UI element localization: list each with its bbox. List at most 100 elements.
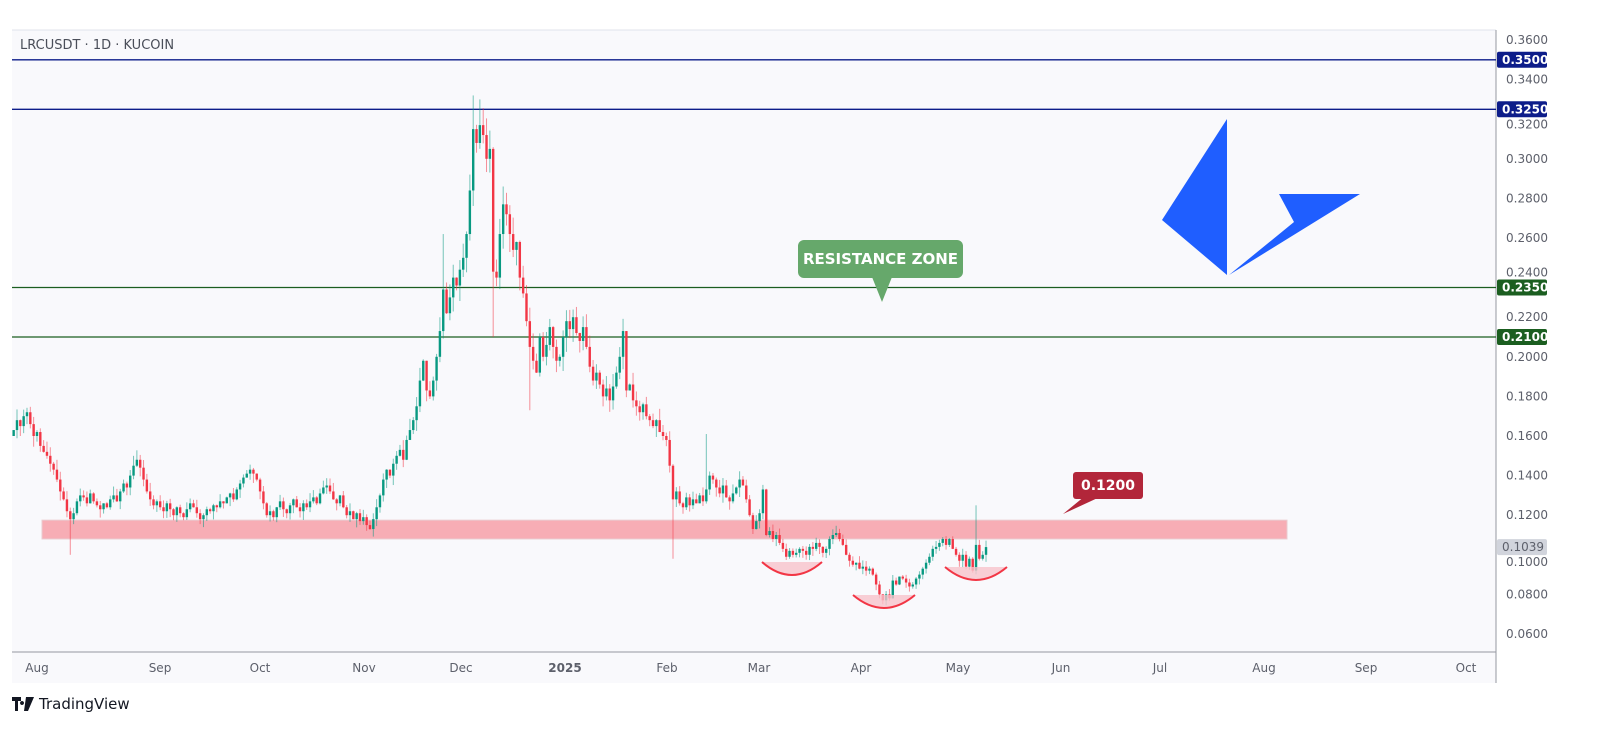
candle[interactable]	[202, 513, 205, 528]
candle[interactable]	[974, 505, 978, 575]
candle[interactable]	[422, 359, 425, 382]
candle[interactable]	[821, 546, 825, 558]
candle[interactable]	[105, 501, 109, 509]
candle[interactable]	[135, 450, 139, 468]
candle[interactable]	[718, 479, 721, 498]
candle[interactable]	[182, 512, 185, 521]
candle[interactable]	[122, 479, 125, 494]
candle[interactable]	[748, 495, 751, 517]
candle[interactable]	[258, 477, 262, 500]
candle[interactable]	[861, 560, 865, 575]
candle[interactable]	[355, 511, 358, 528]
candle[interactable]	[778, 528, 781, 546]
candle[interactable]	[595, 364, 598, 389]
candle[interactable]	[172, 508, 175, 521]
candle[interactable]	[178, 504, 182, 518]
candle[interactable]	[665, 432, 668, 447]
candle[interactable]	[188, 498, 192, 513]
candle[interactable]	[152, 495, 155, 510]
candle[interactable]	[438, 317, 442, 363]
candle[interactable]	[235, 487, 238, 501]
candle[interactable]	[631, 372, 635, 408]
candle[interactable]	[12, 430, 15, 436]
candle[interactable]	[671, 464, 675, 559]
candle[interactable]	[705, 434, 708, 504]
candle[interactable]	[924, 559, 928, 574]
candle[interactable]	[558, 354, 561, 367]
candle[interactable]	[751, 512, 755, 534]
candle[interactable]	[245, 470, 248, 478]
candle[interactable]	[698, 492, 701, 504]
candle[interactable]	[315, 496, 318, 506]
candle[interactable]	[298, 503, 302, 518]
candle[interactable]	[944, 536, 948, 550]
candle[interactable]	[308, 493, 312, 513]
candle[interactable]	[115, 488, 119, 503]
candle[interactable]	[65, 491, 69, 518]
candle[interactable]	[112, 486, 115, 503]
candle[interactable]	[378, 493, 382, 513]
candle[interactable]	[958, 552, 961, 567]
candle[interactable]	[278, 494, 282, 510]
candle[interactable]	[358, 509, 362, 525]
candle[interactable]	[62, 487, 65, 501]
candle[interactable]	[89, 489, 92, 504]
candle[interactable]	[435, 353, 438, 391]
candle[interactable]	[228, 492, 232, 507]
candle[interactable]	[15, 409, 19, 439]
candle[interactable]	[318, 488, 322, 505]
candle[interactable]	[442, 234, 445, 339]
candle[interactable]	[19, 419, 22, 436]
candle[interactable]	[252, 467, 255, 483]
candle[interactable]	[458, 260, 462, 302]
time-axis[interactable]	[12, 652, 1496, 683]
candle[interactable]	[55, 459, 59, 483]
candle[interactable]	[242, 474, 245, 488]
candle[interactable]	[85, 491, 89, 507]
candle[interactable]	[445, 282, 448, 315]
candle[interactable]	[928, 553, 931, 566]
candle[interactable]	[425, 360, 428, 402]
candle[interactable]	[791, 548, 795, 558]
candle[interactable]	[515, 241, 518, 266]
candle[interactable]	[92, 492, 95, 504]
candle[interactable]	[382, 473, 385, 502]
candle[interactable]	[481, 108, 485, 144]
candle[interactable]	[52, 461, 55, 475]
candle[interactable]	[82, 490, 85, 501]
candle[interactable]	[475, 124, 478, 153]
candle[interactable]	[29, 406, 32, 429]
candle[interactable]	[139, 454, 142, 477]
candle[interactable]	[661, 424, 665, 441]
candle[interactable]	[555, 339, 558, 373]
candle[interactable]	[618, 347, 621, 380]
candle[interactable]	[232, 487, 235, 502]
candle[interactable]	[828, 536, 831, 556]
candle[interactable]	[168, 498, 172, 518]
candle[interactable]	[175, 506, 179, 522]
candle[interactable]	[452, 264, 455, 312]
candle[interactable]	[478, 99, 482, 149]
candle[interactable]	[931, 545, 934, 561]
candle[interactable]	[911, 582, 914, 589]
price-axis[interactable]	[1497, 30, 1600, 683]
candle[interactable]	[591, 359, 595, 386]
candle[interactable]	[951, 536, 954, 550]
candle[interactable]	[688, 494, 691, 512]
candle[interactable]	[528, 307, 532, 411]
candle[interactable]	[402, 440, 405, 468]
candle[interactable]	[745, 479, 748, 503]
candle[interactable]	[731, 484, 735, 504]
candle[interactable]	[465, 231, 468, 273]
candle[interactable]	[645, 396, 648, 420]
candle[interactable]	[405, 435, 408, 461]
candle[interactable]	[921, 566, 924, 580]
candle[interactable]	[868, 566, 871, 575]
candle[interactable]	[195, 499, 199, 518]
candle[interactable]	[588, 335, 591, 373]
candle[interactable]	[368, 520, 372, 530]
candle[interactable]	[548, 318, 551, 351]
candle[interactable]	[129, 470, 132, 496]
candle[interactable]	[262, 485, 265, 510]
candle[interactable]	[681, 501, 685, 514]
